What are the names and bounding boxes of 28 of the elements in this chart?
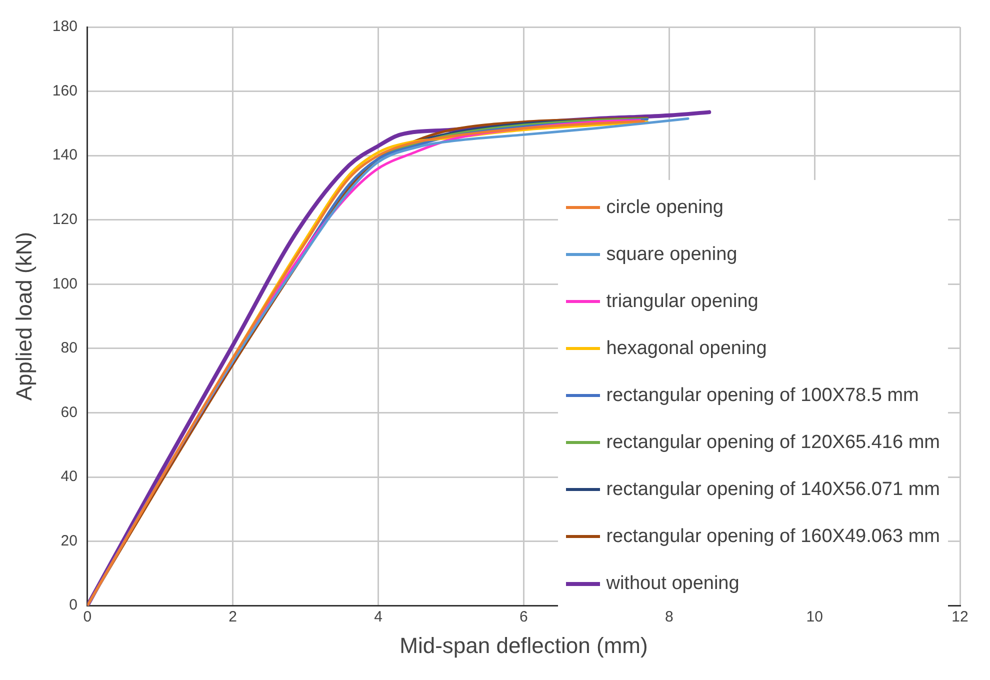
legend-label: rectangular opening of 140X56.071 mm xyxy=(606,478,940,500)
x-tick-label: 0 xyxy=(83,608,92,626)
y-tick-label: 60 xyxy=(60,404,78,421)
x-tick-label: 6 xyxy=(520,608,528,626)
legend-label: rectangular opening of 120X65.416 mm xyxy=(606,432,940,454)
y-tick-label: 160 xyxy=(52,82,78,100)
y-tick-label: 180 xyxy=(52,18,78,36)
legend-label: square opening xyxy=(606,244,738,266)
y-tick-label: 80 xyxy=(60,340,78,357)
legend-label: hexagonal opening xyxy=(606,338,767,360)
y-axis-title: Applied load (kN) xyxy=(11,232,36,401)
y-tick-label: 0 xyxy=(69,596,78,614)
x-tick-label: 2 xyxy=(228,608,238,626)
y-tick-label: 100 xyxy=(52,275,78,292)
legend-label: circle opening xyxy=(606,196,724,218)
legend-label: rectangular opening of 100X78.5 mm xyxy=(606,384,919,406)
legend-label: rectangular opening of 160X49.063 mm xyxy=(606,526,940,548)
legend-label: without opening xyxy=(606,572,740,594)
x-tick-label: 10 xyxy=(806,608,823,626)
y-tick-label: 40 xyxy=(60,468,78,486)
x-tick-label: 4 xyxy=(374,608,382,626)
x-axis-title: Mid-span deflection (mm) xyxy=(400,632,648,658)
x-tick-label: 12 xyxy=(952,608,968,626)
y-tick-label: 20 xyxy=(60,532,78,550)
legend-label: triangular opening xyxy=(606,290,758,312)
y-tick-label: 120 xyxy=(52,211,78,228)
y-tick-label: 140 xyxy=(52,146,78,164)
x-tick-label: 8 xyxy=(664,608,674,626)
